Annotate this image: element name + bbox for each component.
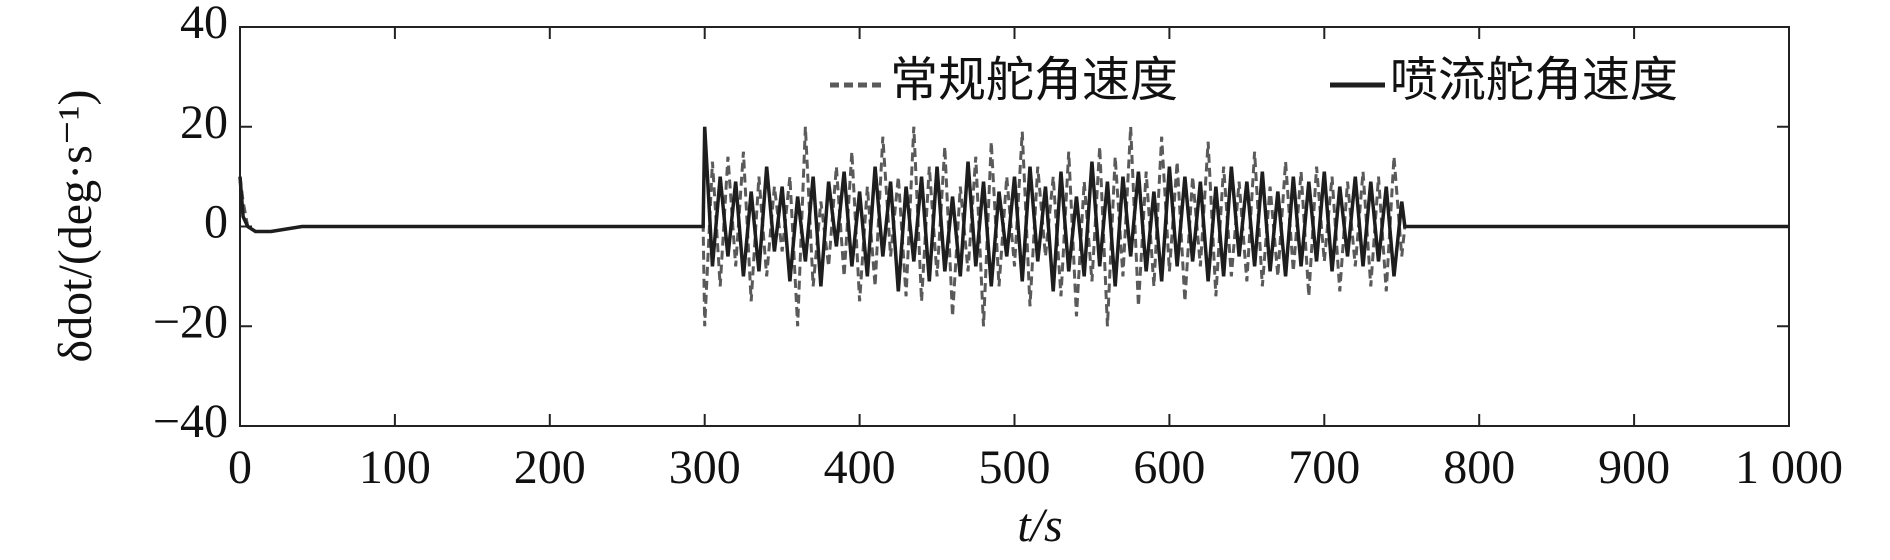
x-tick-label: 0: [228, 441, 252, 494]
y-axis-label: δdot/(deg·s⁻¹): [49, 90, 102, 363]
y-tick-label: −20: [153, 295, 228, 348]
x-tick-label: 900: [1598, 441, 1670, 494]
x-tick-label: 500: [979, 441, 1051, 494]
x-axis-label: t/s: [1017, 499, 1062, 552]
series-line: [238, 126, 1789, 292]
x-tick-label: 700: [1288, 441, 1360, 494]
legend-label: 喷流舵角速度: [1390, 54, 1678, 107]
x-tick-label: 100: [359, 441, 431, 494]
x-tick-label: 300: [669, 441, 741, 494]
x-tick-label: 400: [824, 441, 896, 494]
y-tick-label: 40: [180, 0, 228, 49]
series-line: [238, 126, 1789, 327]
y-tick-label: 20: [180, 96, 228, 149]
x-tick-label: 600: [1133, 441, 1205, 494]
x-tick-label: 1 000: [1735, 441, 1843, 494]
y-tick-label: 0: [204, 196, 228, 249]
x-tick-label: 200: [514, 441, 586, 494]
y-tick-label: −40: [153, 395, 228, 448]
legend-label: 常规舵角速度: [890, 54, 1178, 107]
x-tick-label: 800: [1443, 441, 1515, 494]
